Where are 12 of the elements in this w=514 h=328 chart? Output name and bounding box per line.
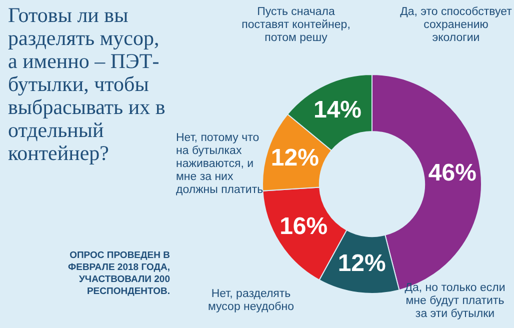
- slice-label: Да, но только если мне будут платить за эти бутылки: [404, 282, 506, 321]
- slice-label: Нет, разделять мусор неудобно: [207, 288, 295, 314]
- text: Готовы ли вы разделять мусор, а именно – ПЭТ-бутылки, чтобы выбрасывать их в отдельный контейнер?: [8, 3, 166, 165]
- data-label: 46%: [428, 159, 476, 186]
- text: ОПРОС ПРОВЕДЕН В ФЕВРАЛЕ 2018 ГОДА, УЧАСТВОВАЛИ 200 РЕСПОНДЕНТОВ.: [67, 250, 170, 298]
- data-label: 12%: [270, 144, 319, 172]
- slice-label: Пусть сначала поставят контейнер, потом решу: [240, 6, 352, 45]
- data-label: 16%: [280, 213, 328, 240]
- data-label: 14%: [313, 96, 362, 124]
- slice-label: Да, это способствует сохранению экологии: [400, 6, 512, 45]
- data-label: 12%: [338, 250, 386, 278]
- slice-label: Нет, потому что на бутылках наживаются, и мне за них должны платить: [176, 132, 264, 197]
